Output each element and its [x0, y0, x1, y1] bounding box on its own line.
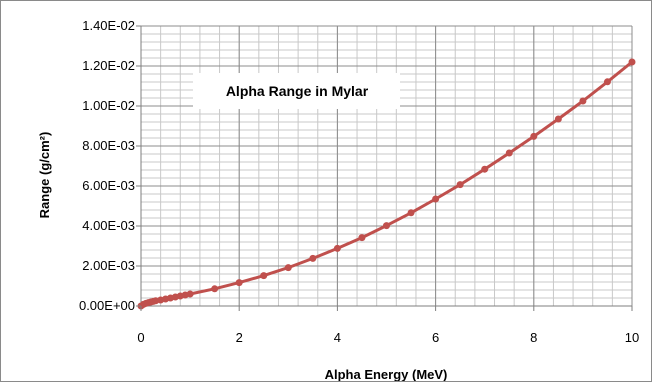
data-point	[432, 195, 440, 203]
data-point	[260, 272, 268, 280]
x-tick-label: 4	[334, 330, 341, 345]
tick-labels: 0.00E+00 2.00E-03 4.00E-03 6.00E-03 8.00E-03…	[79, 18, 639, 345]
data-point	[333, 244, 341, 252]
data-point	[186, 290, 194, 298]
data-point	[284, 264, 292, 272]
data-point	[309, 254, 317, 262]
data-point	[481, 165, 489, 173]
y-tick-label: 2.00E-03	[82, 258, 135, 273]
y-tick-label: 8.00E-03	[82, 138, 135, 153]
chart-title-box: Alpha Range in Mylar	[193, 73, 400, 109]
x-tick-label: 0	[137, 330, 144, 345]
y-tick-label: 6.00E-03	[82, 178, 135, 193]
x-tick-label: 6	[432, 330, 439, 345]
data-point	[358, 234, 366, 242]
data-point	[505, 149, 513, 157]
y-tick-label: 0.00E+00	[79, 298, 135, 313]
x-tick-label: 10	[625, 330, 639, 345]
y-tick-label: 1.20E-02	[82, 58, 135, 73]
y-tick-label: 1.40E-02	[82, 18, 135, 33]
data-point	[628, 58, 636, 66]
series-range	[137, 58, 636, 310]
data-point	[456, 181, 464, 189]
chart-title-background	[193, 73, 400, 109]
x-tick-label: 2	[236, 330, 243, 345]
data-point	[383, 222, 390, 230]
chart-title: Alpha Range in Mylar	[226, 83, 369, 99]
x-tick-label: 8	[530, 330, 537, 345]
axes	[140, 26, 632, 307]
y-axis-title: Range (g/cm²)	[37, 132, 52, 219]
data-point	[211, 285, 219, 293]
data-point	[530, 132, 538, 140]
data-point	[554, 115, 562, 123]
y-tick-label: 1.00E-02	[82, 98, 135, 113]
grid	[140, 25, 633, 307]
y-tick-label: 4.00E-03	[82, 218, 135, 233]
data-point	[407, 209, 415, 217]
x-axis-title: Alpha Energy (MeV)	[325, 367, 448, 381]
data-point	[603, 78, 611, 86]
data-point	[235, 279, 243, 287]
data-point	[579, 97, 587, 105]
